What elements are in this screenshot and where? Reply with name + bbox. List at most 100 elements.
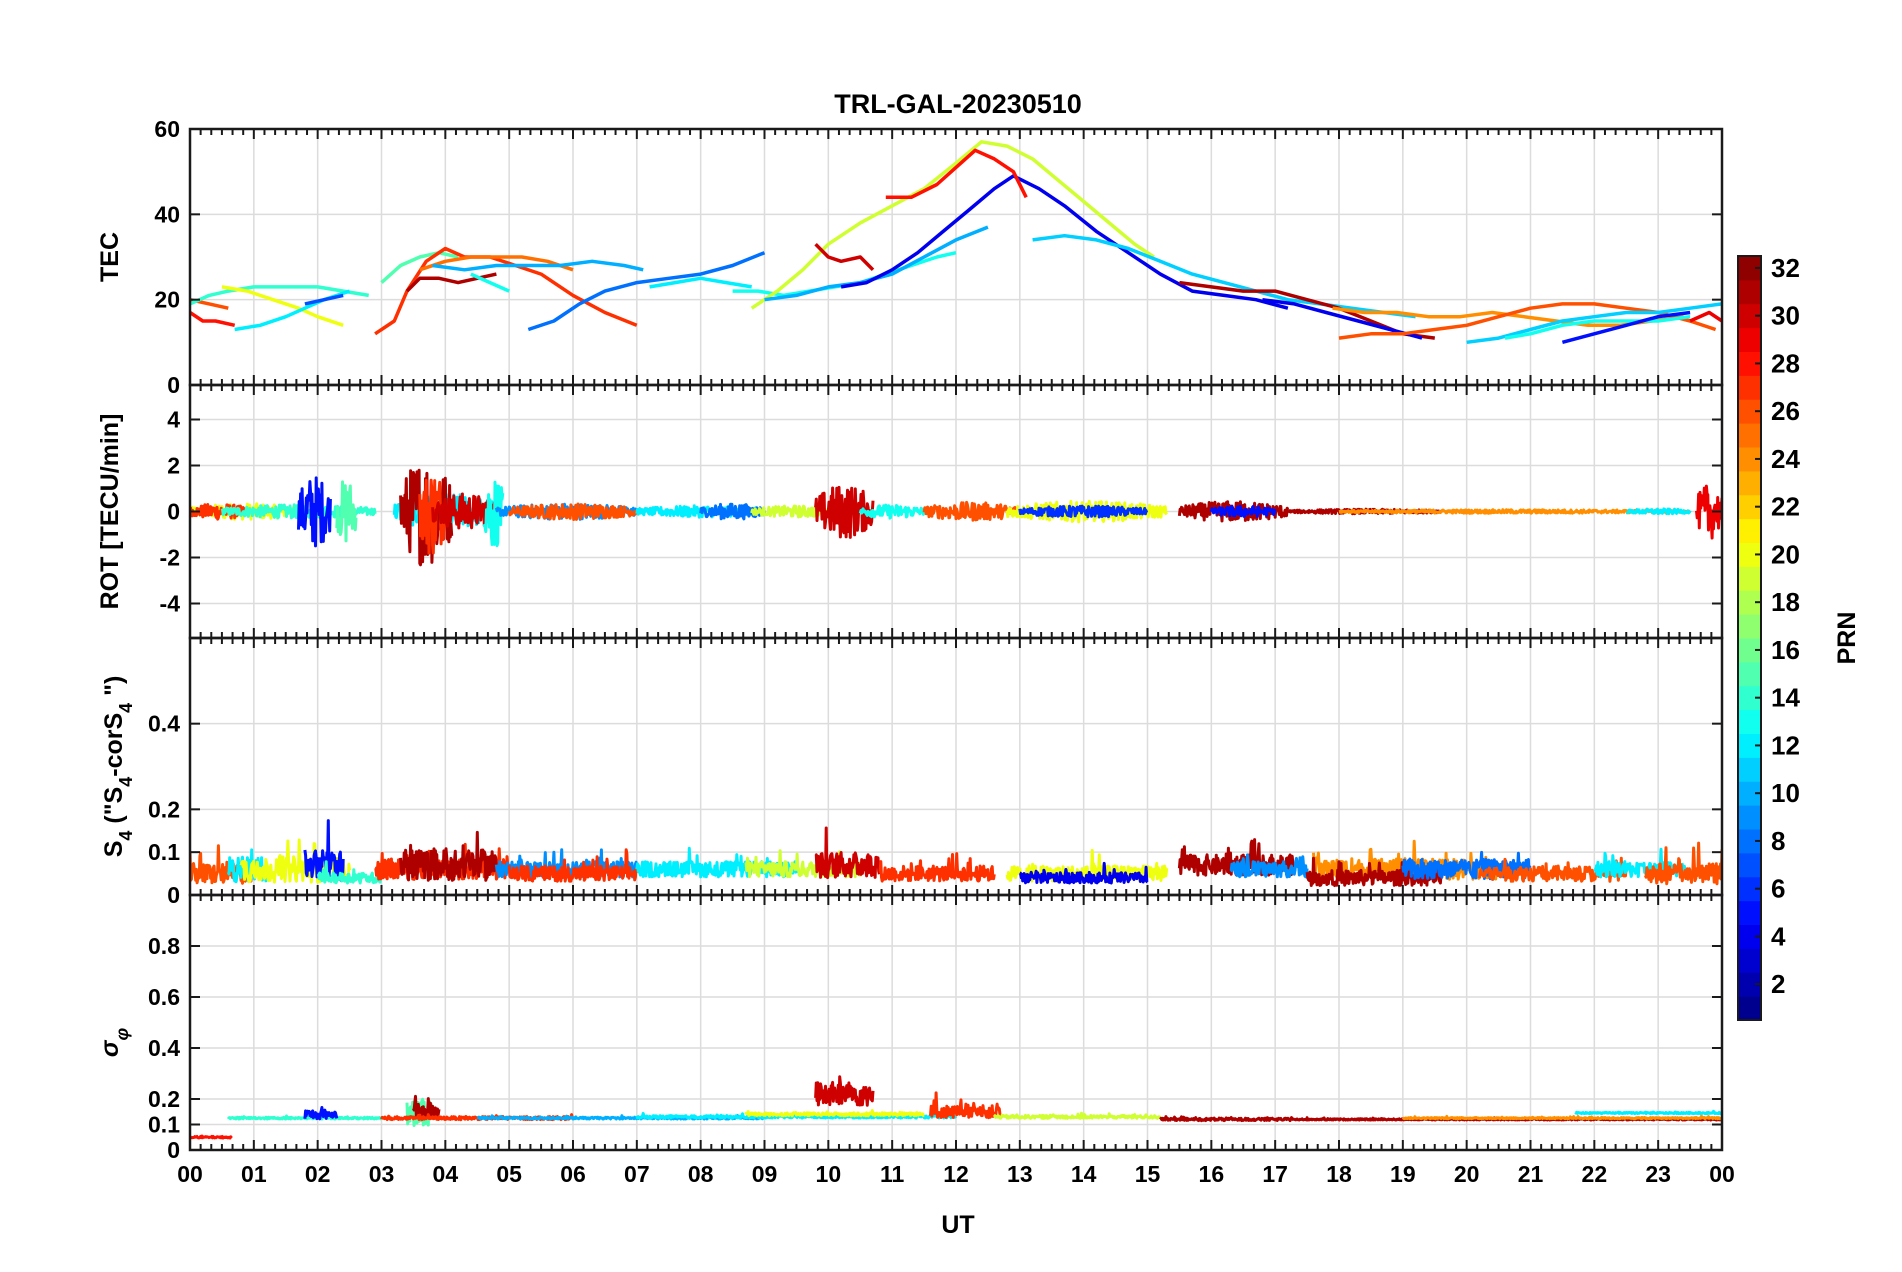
series-line-prn-28 bbox=[190, 311, 236, 328]
series-trace-prn-31 bbox=[412, 1094, 441, 1121]
colorbar-swatch bbox=[1738, 375, 1761, 400]
series-trace-prn-5 bbox=[303, 1106, 339, 1121]
y-tick-label: -2 bbox=[160, 545, 180, 571]
colorbar-swatch bbox=[1738, 733, 1761, 758]
chart-title: TRL-GAL-20230510 bbox=[834, 89, 1082, 119]
y-tick-label: 40 bbox=[154, 201, 180, 227]
colorbar-swatch bbox=[1738, 709, 1761, 734]
x-tick-label: 22 bbox=[1582, 1161, 1608, 1187]
series-trace-prn-27 bbox=[878, 852, 996, 883]
y-tick-label: 0 bbox=[167, 882, 180, 908]
y-tick-label: 4 bbox=[167, 407, 180, 433]
series-line-prn-8 bbox=[527, 251, 766, 332]
x-tick-label: 20 bbox=[1454, 1161, 1480, 1187]
y-tick-label: 0.2 bbox=[148, 796, 180, 822]
panel-sigma_phi: 00.10.2 0.4 0.6 0.8 σφ bbox=[96, 893, 1724, 1163]
colorbar-swatch bbox=[1738, 566, 1761, 591]
colorbar-tick-label: 2 bbox=[1771, 969, 1785, 999]
panel-rot: -4 -2 0 2 4 ROT [TECU/min] bbox=[96, 383, 1724, 640]
series-trace-prn-5 bbox=[1209, 504, 1277, 518]
series-line-prn-28 bbox=[885, 148, 1028, 200]
colorbar-tick-label: 30 bbox=[1771, 301, 1800, 331]
series-trace-prn-26 bbox=[922, 500, 1022, 522]
colorbar-tick-label: 16 bbox=[1771, 635, 1800, 665]
series-trace-prn-26 bbox=[507, 502, 639, 521]
series-trace-prn-19 bbox=[992, 1111, 1162, 1120]
x-tick-label: 07 bbox=[624, 1161, 650, 1187]
series-trace-prn-12 bbox=[1574, 1109, 1722, 1116]
x-axis-label: UT bbox=[941, 1211, 974, 1239]
series-trace-prn-13 bbox=[858, 503, 926, 520]
series-line-prn-20 bbox=[221, 285, 344, 327]
x-tick-label: 16 bbox=[1199, 1161, 1225, 1187]
colorbar-swatch bbox=[1738, 399, 1761, 424]
colorbar-swatch bbox=[1738, 542, 1761, 567]
x-tick-label: 03 bbox=[369, 1161, 395, 1187]
colorbar-label: PRN bbox=[1833, 612, 1861, 665]
y-axis-label-rot: ROT [TECU/min] bbox=[96, 414, 124, 610]
series-trace-prn-31 bbox=[1305, 856, 1443, 888]
x-tick-label: 19 bbox=[1390, 1161, 1416, 1187]
colorbar-tick-label: 22 bbox=[1771, 492, 1800, 522]
series-line-prn-11 bbox=[1032, 233, 1416, 319]
x-tick-label: 10 bbox=[816, 1161, 842, 1187]
series-trace-prn-30 bbox=[814, 1075, 875, 1107]
series-s4 bbox=[190, 819, 1722, 888]
series-trace-prn-5 bbox=[303, 819, 345, 882]
x-tick-label: 00 bbox=[177, 1161, 203, 1187]
colorbar-swatch bbox=[1738, 948, 1761, 973]
y-tick-label: 0.8 bbox=[148, 933, 180, 959]
x-tick-labels: 00 01 02 03 04 05 06 07 08 09 10 11 12 13 14 15 16 17 18 19… bbox=[177, 1161, 1735, 1187]
colorbar-tick-label: 20 bbox=[1771, 539, 1800, 569]
colorbar-swatch bbox=[1738, 685, 1761, 711]
series-line-prn-15 bbox=[380, 250, 459, 284]
series-trace-prn-27 bbox=[418, 478, 447, 555]
series-rot bbox=[190, 468, 1722, 567]
y-tick-label: -4 bbox=[160, 591, 181, 617]
colorbar-swatch bbox=[1738, 256, 1761, 281]
series-line-prn-11 bbox=[1466, 302, 1722, 345]
x-tick-label: 23 bbox=[1645, 1161, 1671, 1187]
series-trace-prn-27 bbox=[507, 848, 639, 883]
x-tick-label: 14 bbox=[1071, 1161, 1097, 1187]
series-line-prn-7 bbox=[304, 293, 344, 306]
series-trace-prn-6 bbox=[1018, 504, 1149, 519]
colorbar-swatch bbox=[1738, 351, 1761, 376]
series-line-prn-4 bbox=[840, 174, 1289, 310]
colorbar-tick-label: 32 bbox=[1771, 253, 1800, 283]
colorbar-tick-label: 4 bbox=[1771, 921, 1786, 951]
y-axis-label-s4: S4 ("S4-corS4 ") bbox=[100, 676, 136, 858]
colorbar-tick-label: 12 bbox=[1771, 730, 1800, 760]
y-tick-label: 0 bbox=[167, 1137, 180, 1163]
x-tick-label: 13 bbox=[1007, 1161, 1033, 1187]
x-tick-label: 00 bbox=[1709, 1161, 1735, 1187]
colorbar-tick-label: 24 bbox=[1771, 444, 1800, 474]
y-tick-label: 0.4 bbox=[148, 711, 180, 737]
x-tick-label: 17 bbox=[1262, 1161, 1288, 1187]
ticks-s4: 0 0.1 0.2 0.4 bbox=[148, 638, 1723, 908]
ticks-rot: -4 -2 0 2 4 bbox=[160, 385, 1723, 638]
colorbar-swatch bbox=[1738, 781, 1761, 806]
series-line-prn-10 bbox=[432, 259, 644, 272]
series-trace-prn-19 bbox=[744, 849, 862, 879]
colorbar-swatch bbox=[1738, 470, 1761, 496]
series-trace-prn-4 bbox=[1019, 861, 1149, 885]
series-trace-prn-28 bbox=[190, 1134, 233, 1140]
series-line-prn-12 bbox=[649, 276, 752, 289]
series-trace-prn-27 bbox=[929, 1091, 1002, 1120]
x-tick-label: 18 bbox=[1326, 1161, 1352, 1187]
colorbar-tick-label: 26 bbox=[1771, 396, 1800, 426]
y-tick-label: 0 bbox=[167, 499, 180, 525]
series-line-prn-14 bbox=[190, 285, 369, 306]
colorbar-tick-label: 8 bbox=[1771, 826, 1785, 856]
series-trace-prn-31 bbox=[399, 830, 498, 882]
series-trace-prn-24 bbox=[1401, 1114, 1722, 1121]
x-tick-label: 05 bbox=[496, 1161, 522, 1187]
colorbar-swatch bbox=[1738, 661, 1761, 687]
colorbar-swatch bbox=[1738, 303, 1761, 329]
series-trace-prn-31 bbox=[1159, 1115, 1296, 1123]
colorbar-swatch bbox=[1738, 829, 1761, 854]
colorbar-box bbox=[1737, 255, 1762, 1021]
series-line-prn-5 bbox=[1561, 310, 1691, 344]
